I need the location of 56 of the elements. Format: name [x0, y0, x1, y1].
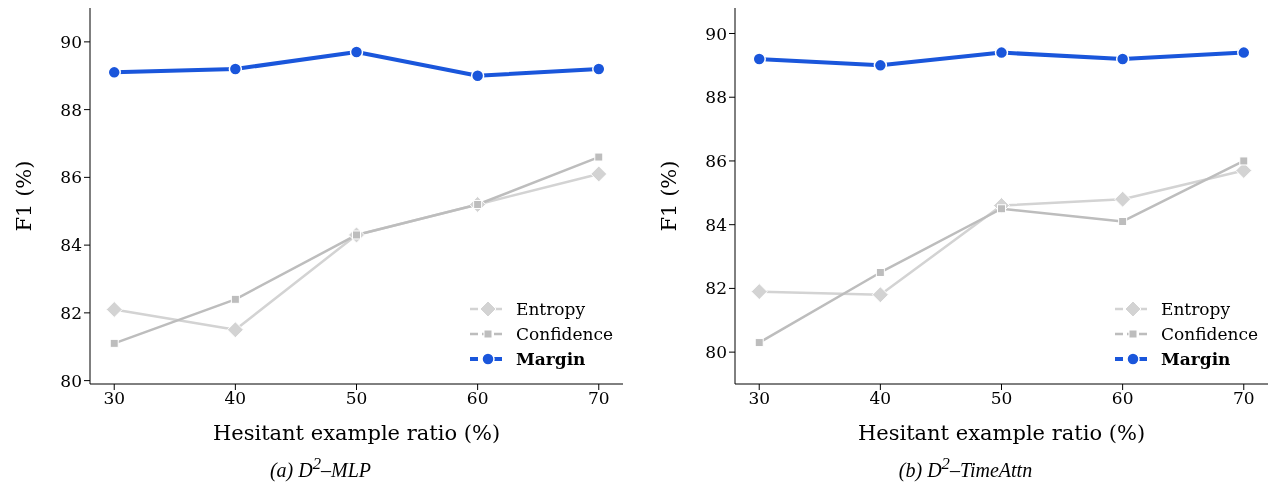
x-tick-label: 70 [587, 388, 610, 409]
y-tick-label: 86 [60, 167, 82, 188]
point [1115, 52, 1130, 66]
x-tick-label: 40 [869, 388, 892, 409]
legend-label: Entropy [1160, 298, 1231, 319]
y-tick-label: 80 [705, 342, 727, 363]
x-axis-title: Hesitant example ratio (%) [212, 421, 501, 445]
point [590, 165, 608, 183]
y-tick-label: 90 [705, 23, 727, 44]
y-axis-title: F1 (%) [657, 160, 682, 232]
point [1114, 190, 1132, 208]
point [470, 69, 485, 83]
x-tick-label: 60 [466, 388, 489, 409]
y-tick-label: 88 [60, 99, 82, 120]
x-tick-label: 50 [345, 388, 368, 409]
y-tick-label: 80 [60, 370, 82, 391]
point [1239, 156, 1249, 166]
y-tick-label: 82 [705, 278, 727, 299]
legend-label: Confidence [1160, 323, 1258, 344]
x-tick-label: 70 [1232, 388, 1255, 409]
point [875, 267, 885, 277]
text: (a) D$^{2}$–MLP [268, 454, 373, 482]
point [871, 286, 889, 304]
text: (b) D$^{2}$–TimeAttn [897, 454, 1034, 482]
x-tick-label: 30 [103, 388, 126, 409]
point [105, 300, 123, 318]
point [873, 58, 888, 73]
point [750, 283, 768, 301]
legend-label: Confidence [515, 323, 613, 344]
point [109, 338, 119, 348]
legend-label: Margin [515, 348, 586, 369]
point [228, 62, 243, 76]
point [594, 152, 604, 162]
x-tick-label: 60 [1111, 388, 1134, 409]
y-tick-label: 90 [60, 31, 82, 52]
y-tick-label: 84 [705, 214, 727, 235]
legend-label: Margin [1160, 348, 1231, 369]
x-tick-label: 50 [990, 388, 1013, 409]
x-tick-label: 30 [748, 388, 771, 409]
point [230, 294, 240, 304]
point [752, 52, 766, 66]
y-axis-title: F1 (%) [12, 160, 37, 232]
y-tick-label: 88 [705, 87, 727, 108]
point [107, 65, 121, 80]
x-axis-title: Hesitant example ratio (%) [857, 421, 1146, 445]
y-tick-label: 84 [60, 235, 82, 256]
y-tick-label: 86 [705, 150, 727, 171]
point [1237, 45, 1251, 60]
y-tick-label: 82 [60, 302, 82, 323]
point [226, 321, 244, 339]
point [994, 45, 1009, 60]
point [997, 204, 1006, 214]
point [349, 45, 364, 59]
point [592, 62, 606, 76]
legend-label: Entropy [515, 298, 586, 319]
x-tick-label: 40 [224, 388, 247, 409]
